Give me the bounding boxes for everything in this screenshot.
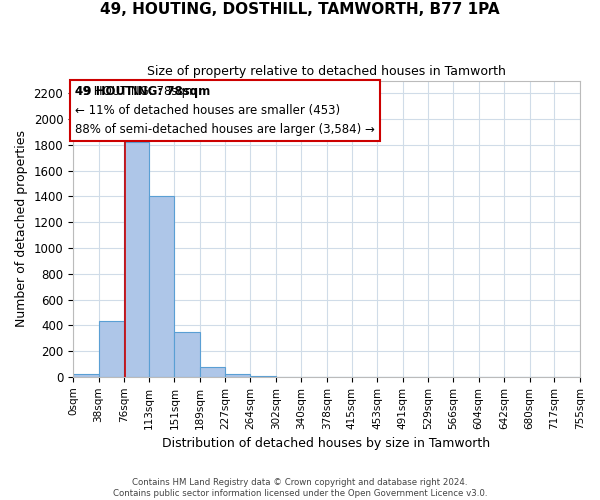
Text: 49 HOUTING: 78sqm
← 11% of detached houses are smaller (453)
88% of semi-detache: 49 HOUTING: 78sqm ← 11% of detached hous… <box>75 85 375 136</box>
Bar <box>98 322 124 377</box>
Text: 49, HOUTING, DOSTHILL, TAMWORTH, B77 1PA: 49, HOUTING, DOSTHILL, TAMWORTH, B77 1PA <box>100 2 500 18</box>
X-axis label: Distribution of detached houses by size in Tamworth: Distribution of detached houses by size … <box>163 437 491 450</box>
Text: Contains HM Land Registry data © Crown copyright and database right 2024.
Contai: Contains HM Land Registry data © Crown c… <box>113 478 487 498</box>
Bar <box>250 376 276 377</box>
Bar <box>149 196 175 377</box>
Bar <box>200 366 226 377</box>
Y-axis label: Number of detached properties: Number of detached properties <box>15 130 28 327</box>
Text: 49 HOUTING: 78sqm: 49 HOUTING: 78sqm <box>75 85 210 98</box>
Bar <box>124 142 149 377</box>
Bar <box>73 374 98 377</box>
Title: Size of property relative to detached houses in Tamworth: Size of property relative to detached ho… <box>147 65 506 78</box>
Bar <box>175 332 200 377</box>
Bar <box>226 374 250 377</box>
